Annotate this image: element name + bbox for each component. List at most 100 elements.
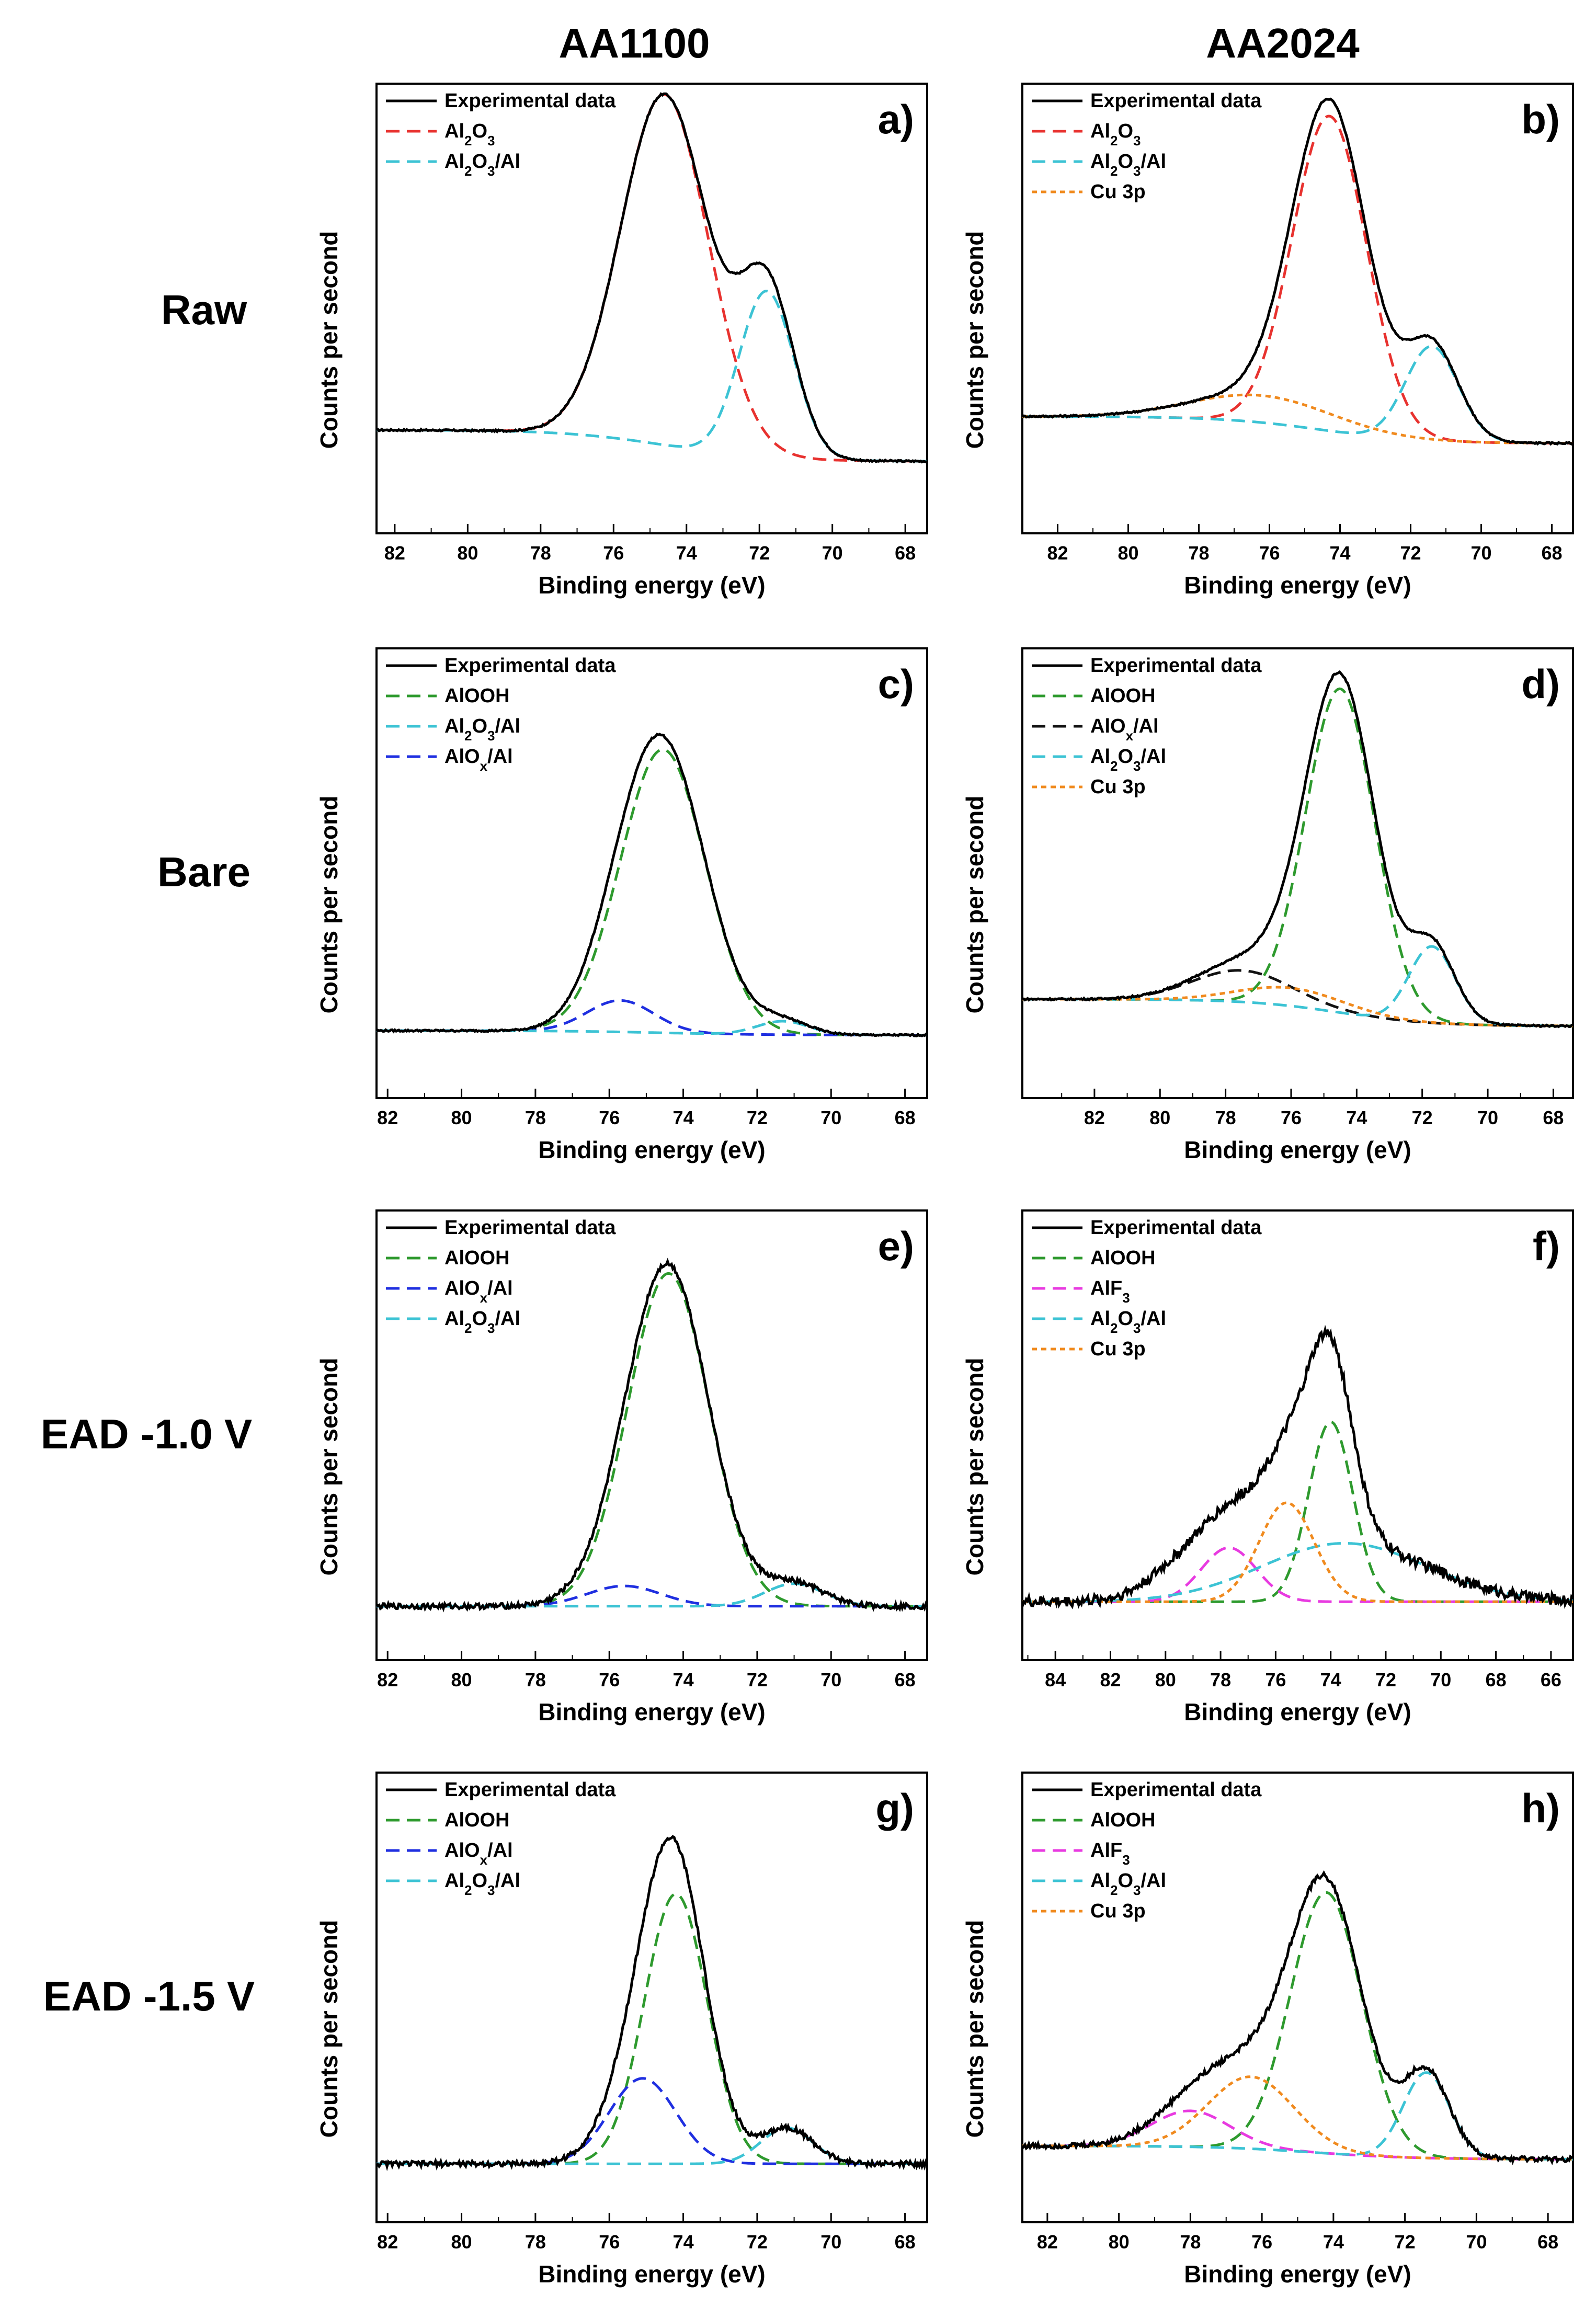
- legend-label-al2o3-al: Al2O3/Al: [1090, 1870, 1166, 1898]
- series-cu-3p: [1022, 986, 1573, 1027]
- x-tick-label: 82: [1084, 1107, 1105, 1128]
- legend-label-experimental-data: Experimental data: [444, 1779, 616, 1801]
- legend-label-alooh: AlOOH: [1090, 685, 1156, 707]
- plot-frame: [375, 1209, 928, 1661]
- series-cu-3p: [1022, 1501, 1573, 1603]
- legend-label-al2o3-al: Al2O3/Al: [444, 715, 520, 744]
- x-tick-label: 78: [525, 1107, 546, 1128]
- x-tick-label: 70: [820, 2231, 841, 2253]
- y-axis-label: Counts per second: [961, 796, 988, 1014]
- series-al2o3-al: [1022, 1541, 1573, 1603]
- x-tick-label: 76: [1281, 1107, 1302, 1128]
- x-tick-label: 78: [1210, 1669, 1231, 1690]
- x-tick-label: 80: [1149, 1107, 1170, 1128]
- legend-label-cu-3p: Cu 3p: [1090, 181, 1146, 203]
- x-tick-label: 70: [1477, 1107, 1498, 1128]
- panel-label: g): [875, 1785, 914, 1831]
- legend-label-alf3: AlF3: [1090, 1277, 1130, 1306]
- x-axis-label: Binding energy (eV): [1184, 1136, 1411, 1163]
- panel-label: h): [1521, 1785, 1560, 1831]
- plot-frame: [375, 647, 928, 1099]
- x-tick-label: 74: [1323, 2231, 1344, 2253]
- series-experimental-data: [1022, 670, 1573, 1029]
- x-tick-label: 78: [525, 2231, 546, 2253]
- panel-label: a): [878, 96, 914, 142]
- x-tick-label: 74: [1320, 1669, 1341, 1690]
- legend-label-al2o3-al: Al2O3/Al: [1090, 746, 1166, 774]
- series-experimental-data: [1022, 97, 1573, 446]
- x-tick-label: 70: [1466, 2231, 1487, 2253]
- x-tick-label: 70: [820, 1669, 841, 1690]
- panel-label: f): [1533, 1223, 1560, 1269]
- y-axis-label: Counts per second: [961, 1358, 988, 1576]
- series-experimental-data: [377, 733, 927, 1037]
- row-title-ead-1-0: EAD -1.0 V: [41, 1411, 253, 1457]
- plot-frame: [1021, 647, 1574, 1099]
- legend: Experimental data Al2O3 Al2O3/Al: [386, 90, 616, 179]
- row-title-ead-1-5: EAD -1.5 V: [43, 1973, 255, 2019]
- legend-label-alox-al: AlOx/Al: [444, 746, 513, 774]
- panel-a: 82 80 78 76 74 72 70 68 Binding energy (eV) Count…: [315, 83, 928, 599]
- x-tick-label: 80: [1118, 542, 1138, 564]
- y-axis-label: Counts per second: [315, 796, 343, 1014]
- x-tick-label: 68: [895, 1669, 916, 1690]
- series-experimental-data: [1022, 1324, 1573, 1609]
- legend-label-experimental-data: Experimental data: [444, 655, 616, 677]
- x-tick-label: 72: [747, 1107, 768, 1128]
- legend-label-alooh: AlOOH: [444, 1247, 510, 1269]
- x-tick-label: 68: [1537, 2231, 1558, 2253]
- y-axis-label: Counts per second: [315, 1920, 343, 2138]
- plot-frame: [375, 83, 928, 534]
- panels-group: 82 80 78 76 74 72 70 68 Binding energy (eV) Count…: [315, 83, 1574, 2288]
- x-tick-label: 72: [1412, 1107, 1433, 1128]
- panel-b: 82 80 78 76 74 72 70 68 Binding energy (eV) Count…: [961, 83, 1574, 599]
- panel-f: 84 82 80 78 76 74 72 70 68 66 Binding energy (eV) C…: [961, 1209, 1574, 1726]
- legend-label-alox-al: AlOx/Al: [444, 1277, 513, 1306]
- panel-c: 82 80 78 76 74 72 70 68 Binding energy (eV) Count…: [315, 647, 928, 1163]
- panel-g: 82 80 78 76 74 72 70 68 Binding energy (eV) Count…: [315, 1772, 928, 2288]
- x-tick-label: 72: [749, 542, 770, 564]
- legend-label-al2o3-al: Al2O3/Al: [1090, 1308, 1166, 1336]
- series-al2o3-al: [377, 2126, 927, 2165]
- x-tick-label: 70: [822, 542, 843, 564]
- panel-d: 82 80 78 76 74 72 70 68 Binding energy (eV) Count…: [961, 647, 1574, 1163]
- x-tick-label: 78: [1180, 2231, 1201, 2253]
- legend-label-experimental-data: Experimental data: [1090, 655, 1262, 677]
- x-tick-label: 74: [673, 1107, 694, 1128]
- legend-label-al2o3: Al2O3: [1090, 120, 1141, 148]
- x-axis-label: Binding energy (eV): [1184, 572, 1411, 599]
- legend-label-al2o3-al: Al2O3/Al: [444, 151, 520, 179]
- plot-frame: [1021, 1209, 1574, 1661]
- legend-label-al2o3-al: Al2O3/Al: [444, 1308, 520, 1336]
- x-tick-label: 82: [1100, 1669, 1121, 1690]
- x-tick-label: 76: [599, 1669, 620, 1690]
- series-experimental-data: [1022, 1870, 1573, 2166]
- x-tick-label: 80: [457, 542, 478, 564]
- legend-label-alooh: AlOOH: [444, 1809, 510, 1831]
- x-tick-label: 78: [530, 542, 551, 564]
- x-tick-label: 84: [1045, 1669, 1066, 1690]
- x-tick-label: 74: [673, 1669, 694, 1690]
- x-tick-label: 72: [747, 1669, 768, 1690]
- legend-label-experimental-data: Experimental data: [1090, 1217, 1262, 1239]
- x-tick-label: 78: [1215, 1107, 1236, 1128]
- column-title-aa1100: AA1100: [558, 20, 710, 66]
- legend-label-alf3: AlF3: [1090, 1840, 1130, 1868]
- x-tick-label: 74: [1346, 1107, 1367, 1128]
- legend-label-al2o3-al: Al2O3/Al: [444, 1870, 520, 1898]
- x-tick-label: 68: [895, 1107, 916, 1128]
- x-tick-label: 74: [673, 2231, 694, 2253]
- x-tick-label: 76: [599, 1107, 620, 1128]
- series-experimental-data: [377, 1835, 927, 2172]
- row-title-raw: Raw: [161, 287, 247, 333]
- legend-label-cu-3p: Cu 3p: [1090, 1900, 1146, 1922]
- y-axis-label: Counts per second: [961, 1920, 988, 2138]
- legend-label-experimental-data: Experimental data: [444, 1217, 616, 1239]
